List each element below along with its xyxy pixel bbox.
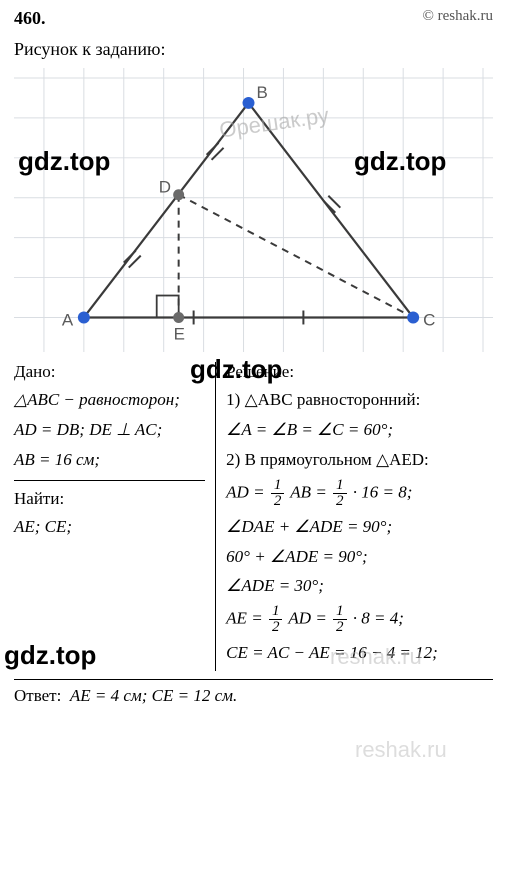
figure-caption: Рисунок к заданию: xyxy=(0,33,507,68)
svg-text:E: E xyxy=(174,324,185,343)
given-line: AB = 16 см; xyxy=(14,448,205,472)
solution-line: ∠A = ∠B = ∠C = 60°; xyxy=(226,418,493,442)
svg-text:C: C xyxy=(423,310,435,329)
figure-container: A B C D E gdz.top gdz.top Орешак.ру xyxy=(14,68,493,352)
given-line: △ABC − равносторон; xyxy=(14,388,205,412)
answer-label: Ответ: xyxy=(14,686,61,705)
solution-area: gdz.top Дано: △ABC − равносторон; AD = D… xyxy=(0,362,507,706)
given-line: AD = DB; DE ⊥ AC; xyxy=(14,418,205,442)
find-label: Найти: xyxy=(14,489,205,509)
copyright-text: © reshak.ru xyxy=(422,8,493,29)
find-line: AE; CE; xyxy=(14,515,205,539)
triangle-figure: A B C D E xyxy=(14,68,493,352)
solution-line: AD = 12 AB = 12 · 16 = 8; xyxy=(226,478,493,509)
svg-text:B: B xyxy=(256,83,267,102)
solution-label: Решение: xyxy=(226,362,493,382)
solution-line: ∠DAE + ∠ADE = 90°; xyxy=(226,515,493,539)
answer-row: Ответ: AE = 4 см; CE = 12 см. xyxy=(14,679,493,706)
solution-line: CE = AC − AE = 16 − 4 = 12; xyxy=(226,641,493,665)
solution-line: AE = 12 AD = 12 · 8 = 4; xyxy=(226,604,493,635)
solution-line: 2) В прямоугольном △AED: xyxy=(226,448,493,472)
solution-line: 1) △ABC равносторонний: xyxy=(226,388,493,412)
solution-column: Решение: 1) △ABC равносторонний: ∠A = ∠B… xyxy=(215,362,493,671)
problem-number: 460. xyxy=(14,8,46,29)
watermark-reshak: reshak.ru xyxy=(355,737,447,763)
given-column: Дано: △ABC − равносторон; AD = DB; DE ⊥ … xyxy=(14,362,215,671)
solution-line: ∠ADE = 30°; xyxy=(226,574,493,598)
svg-text:A: A xyxy=(62,310,74,329)
divider xyxy=(14,480,205,481)
answer-text: AE = 4 см; CE = 12 см. xyxy=(70,686,237,705)
svg-text:D: D xyxy=(159,178,171,197)
solution-line: 60° + ∠ADE = 90°; xyxy=(226,545,493,569)
given-label: Дано: xyxy=(14,362,205,382)
